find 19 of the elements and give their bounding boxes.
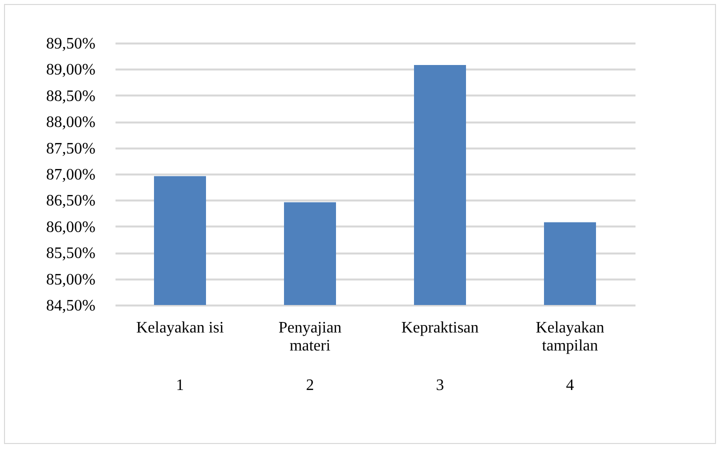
text: 4	[566, 377, 574, 394]
y-tick-label: 84,50%	[46, 298, 96, 314]
text: 1	[176, 377, 184, 394]
y-tick-label: 89,50%	[46, 36, 96, 52]
x-tick-label: Kelayakan isi	[136, 320, 224, 336]
y-tick-label: 87,00%	[46, 166, 96, 184]
y-tick-label: 85,50%	[46, 245, 96, 262]
y-tick-label: 86,00%	[46, 218, 96, 236]
y-tick-label: 88,50%	[46, 88, 96, 105]
text: 3	[436, 377, 444, 394]
y-tick-label: 88,00%	[46, 114, 96, 132]
text: 2	[306, 377, 314, 394]
y-tick-label: 85,00%	[46, 271, 96, 288]
x-tick-label: Kelayakan tampilan	[536, 320, 604, 354]
y-tick-label: 87,50%	[46, 140, 96, 158]
x-tick-label: Penyajian materi	[278, 320, 342, 354]
y-tick-label: 89,00%	[46, 62, 96, 79]
x-tick-label: Kepraktisan	[401, 320, 479, 336]
y-tick-label: 86,50%	[46, 192, 96, 210]
